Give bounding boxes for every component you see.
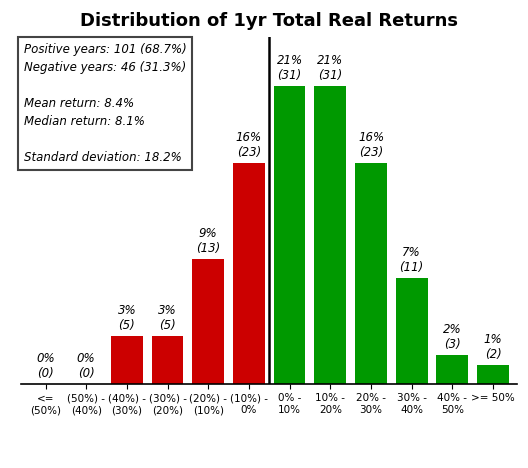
Bar	[274, 86, 306, 384]
Text: 9%
(13): 9% (13)	[196, 227, 220, 255]
Text: 2%
(3): 2% (3)	[443, 323, 461, 351]
Text: 1%
(2): 1% (2)	[484, 333, 502, 361]
Bar	[437, 355, 468, 384]
Bar	[152, 336, 183, 384]
Text: 16%
(23): 16% (23)	[236, 131, 262, 159]
Text: 21%
(31): 21% (31)	[317, 54, 343, 82]
Bar	[111, 336, 143, 384]
Text: 7%
(11): 7% (11)	[400, 246, 424, 274]
Text: 16%
(23): 16% (23)	[358, 131, 384, 159]
Text: Positive years: 101 (68.7%)
Negative years: 46 (31.3%)

Mean return: 8.4%
Median: Positive years: 101 (68.7%) Negative yea…	[24, 43, 186, 164]
Text: 0%
(0): 0% (0)	[77, 352, 96, 380]
Bar	[477, 365, 509, 384]
Bar	[192, 259, 224, 384]
Text: 3%
(5): 3% (5)	[158, 304, 177, 332]
Bar	[396, 278, 428, 384]
Bar	[355, 162, 387, 384]
Text: 0%
(0): 0% (0)	[36, 352, 55, 380]
Title: Distribution of 1yr Total Real Returns: Distribution of 1yr Total Real Returns	[80, 12, 458, 30]
Bar	[233, 162, 265, 384]
Bar	[315, 86, 346, 384]
Text: 21%
(31): 21% (31)	[277, 54, 303, 82]
Text: 3%
(5): 3% (5)	[118, 304, 136, 332]
